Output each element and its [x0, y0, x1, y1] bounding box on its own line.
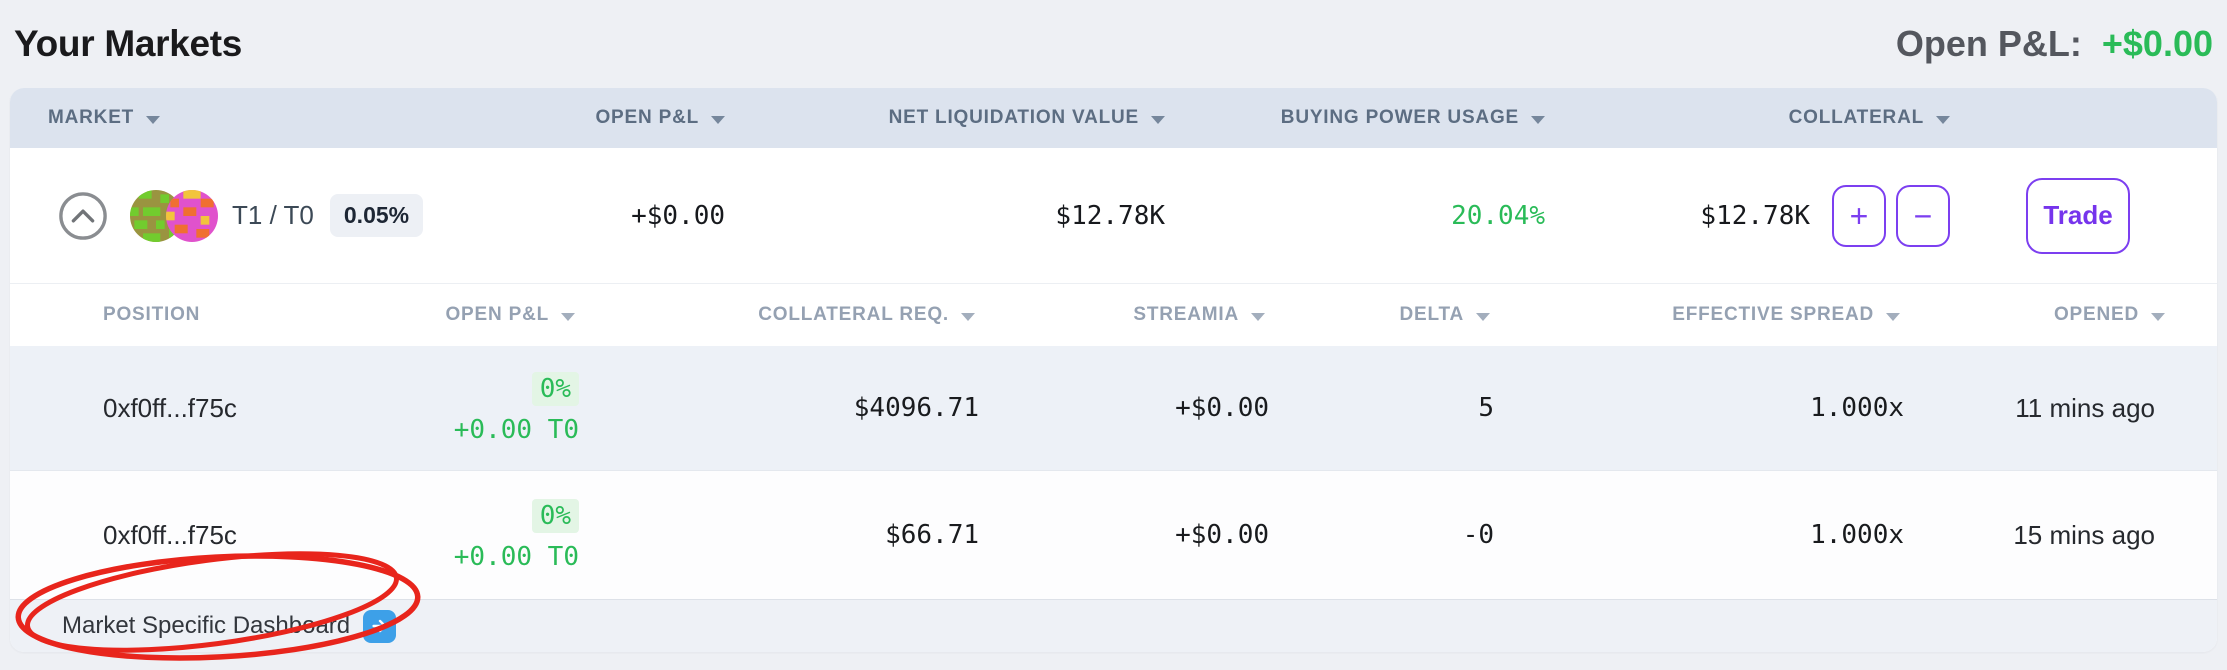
column-header-position-open-pnl[interactable]: OPEN P&L [445, 304, 585, 326]
chevron-up-circle-icon [59, 191, 107, 240]
position-collateral-req: $66.71 [885, 520, 979, 550]
column-header-collateral-req[interactable]: COLLATERAL REQ. [758, 304, 985, 326]
collapse-market-button[interactable] [58, 191, 108, 241]
collateral-stepper: + − [1820, 184, 1990, 247]
position-effective-spread: 1.000x [1810, 520, 1904, 550]
column-header-effective-spread[interactable]: EFFECTIVE SPREAD [1672, 304, 1910, 326]
token-pair-icons [130, 189, 218, 242]
page-header: Your Markets Open P&L: +$0.00 [0, 0, 2227, 88]
position-row: 0xf0ff...f75c 0% +0.00 T0 $66.71 +$0.00 … [10, 470, 2217, 599]
position-id: 0xf0ff...f75c [103, 519, 237, 550]
column-header-buying-power-usage[interactable]: BUYING POWER USAGE [1281, 107, 1555, 129]
position-open-pnl: 0% +0.00 T0 [453, 371, 585, 445]
column-header-delta[interactable]: DELTA [1399, 304, 1500, 326]
open-pnl-summary-label: Open P&L: [1895, 23, 2082, 64]
market-info-cell: T1 / T0 0.05% [10, 189, 550, 242]
fee-tier-badge: 0.05% [329, 194, 424, 237]
market-specific-dashboard-link[interactable]: Market Specific Dashboard [62, 609, 397, 643]
column-header-collateral-label: COLLATERAL [1788, 107, 1924, 128]
sort-arrow-icon [1886, 312, 1900, 321]
column-header-market[interactable]: MARKET [10, 107, 550, 129]
token-t0-icon [166, 189, 218, 242]
position-opened: 15 mins ago [2013, 519, 2155, 550]
column-header-net-liquidation-value[interactable]: NET LIQUIDATION VALUE [889, 107, 1175, 129]
market-collateral-value: $12.78K [1700, 200, 1810, 231]
market-pair-label: T1 / T0 [232, 200, 314, 230]
decrease-collateral-button[interactable]: − [1896, 184, 1950, 247]
sort-arrow-icon [1531, 115, 1545, 124]
position-row: 0xf0ff...f75c 0% +0.00 T0 $4096.71 +$0.0… [10, 346, 2217, 470]
sort-arrow-icon [711, 115, 725, 124]
sort-arrow-icon [1251, 312, 1265, 321]
open-pnl-summary: Open P&L: +$0.00 [1896, 23, 2213, 65]
sort-arrow-icon [1476, 312, 1490, 321]
column-header-collateral-req-label: COLLATERAL REQ. [758, 304, 949, 325]
position-collateral-req: $4096.71 [853, 393, 979, 423]
market-specific-dashboard-label: Market Specific Dashboard [62, 612, 351, 639]
column-header-open-pnl[interactable]: OPEN P&L [595, 107, 735, 129]
open-pnl-summary-value: +$0.00 [2101, 23, 2213, 64]
market-table-header: MARKET OPEN P&L NET LIQUIDATION VALUE BU… [10, 88, 2217, 148]
position-id: 0xf0ff...f75c [103, 392, 237, 423]
position-open-pnl-amount: +0.00 T0 [453, 541, 579, 572]
increase-collateral-button[interactable]: + [1832, 184, 1886, 247]
position-open-pnl-percent: 0% [531, 371, 579, 406]
positions-table-header: POSITION OPEN P&L COLLATERAL REQ. STREAM… [10, 283, 2217, 346]
market-buying-power-usage: 20.04% [1451, 200, 1545, 231]
column-header-position: POSITION [10, 304, 330, 326]
position-delta: -0 [1462, 520, 1494, 550]
page-title: Your Markets [14, 23, 243, 64]
sort-arrow-icon [146, 115, 161, 124]
column-header-delta-label: DELTA [1399, 304, 1464, 325]
position-effective-spread: 1.000x [1810, 393, 1904, 423]
position-delta: 5 [1478, 393, 1494, 423]
position-open-pnl: 0% +0.00 T0 [453, 498, 585, 572]
column-header-opened-label: OPENED [2053, 304, 2139, 325]
arrow-right-icon [363, 609, 397, 643]
column-header-collateral[interactable]: COLLATERAL [1789, 107, 1990, 129]
position-open-pnl-amount: +0.00 T0 [453, 414, 579, 445]
position-streamia: +$0.00 [1175, 393, 1269, 423]
position-open-pnl-percent: 0% [531, 498, 579, 533]
column-header-open-pnl-label: OPEN P&L [595, 107, 699, 128]
market-open-pnl-value: +$0.00 [631, 200, 725, 231]
column-header-effective-spread-label: EFFECTIVE SPREAD [1672, 304, 1874, 325]
sort-arrow-icon [2151, 312, 2165, 321]
market-row[interactable]: T1 / T0 0.05% +$0.00 $12.78K 20.04% $12.… [10, 148, 2217, 283]
market-net-liquidation-value: $12.78K [1055, 200, 1165, 231]
column-header-net-liquidation-value-label: NET LIQUIDATION VALUE [888, 107, 1139, 128]
column-header-position-label: POSITION [103, 304, 201, 325]
column-header-buying-power-usage-label: BUYING POWER USAGE [1280, 107, 1519, 128]
column-header-market-label: MARKET [48, 107, 135, 128]
position-opened: 11 mins ago [2015, 392, 2155, 423]
sort-arrow-icon [1151, 115, 1165, 124]
column-header-streamia-label: STREAMIA [1133, 304, 1239, 325]
column-header-streamia[interactable]: STREAMIA [1133, 304, 1275, 326]
panel-footer: Market Specific Dashboard [10, 599, 2217, 652]
markets-panel: MARKET OPEN P&L NET LIQUIDATION VALUE BU… [10, 88, 2217, 652]
sort-arrow-icon [961, 312, 975, 321]
trade-button[interactable]: Trade [2026, 177, 2130, 254]
sort-arrow-icon [561, 312, 575, 321]
column-header-opened[interactable]: OPENED [2054, 304, 2217, 326]
position-streamia: +$0.00 [1175, 520, 1269, 550]
sort-arrow-icon [1936, 115, 1950, 124]
column-header-position-open-pnl-label: OPEN P&L [445, 304, 549, 325]
